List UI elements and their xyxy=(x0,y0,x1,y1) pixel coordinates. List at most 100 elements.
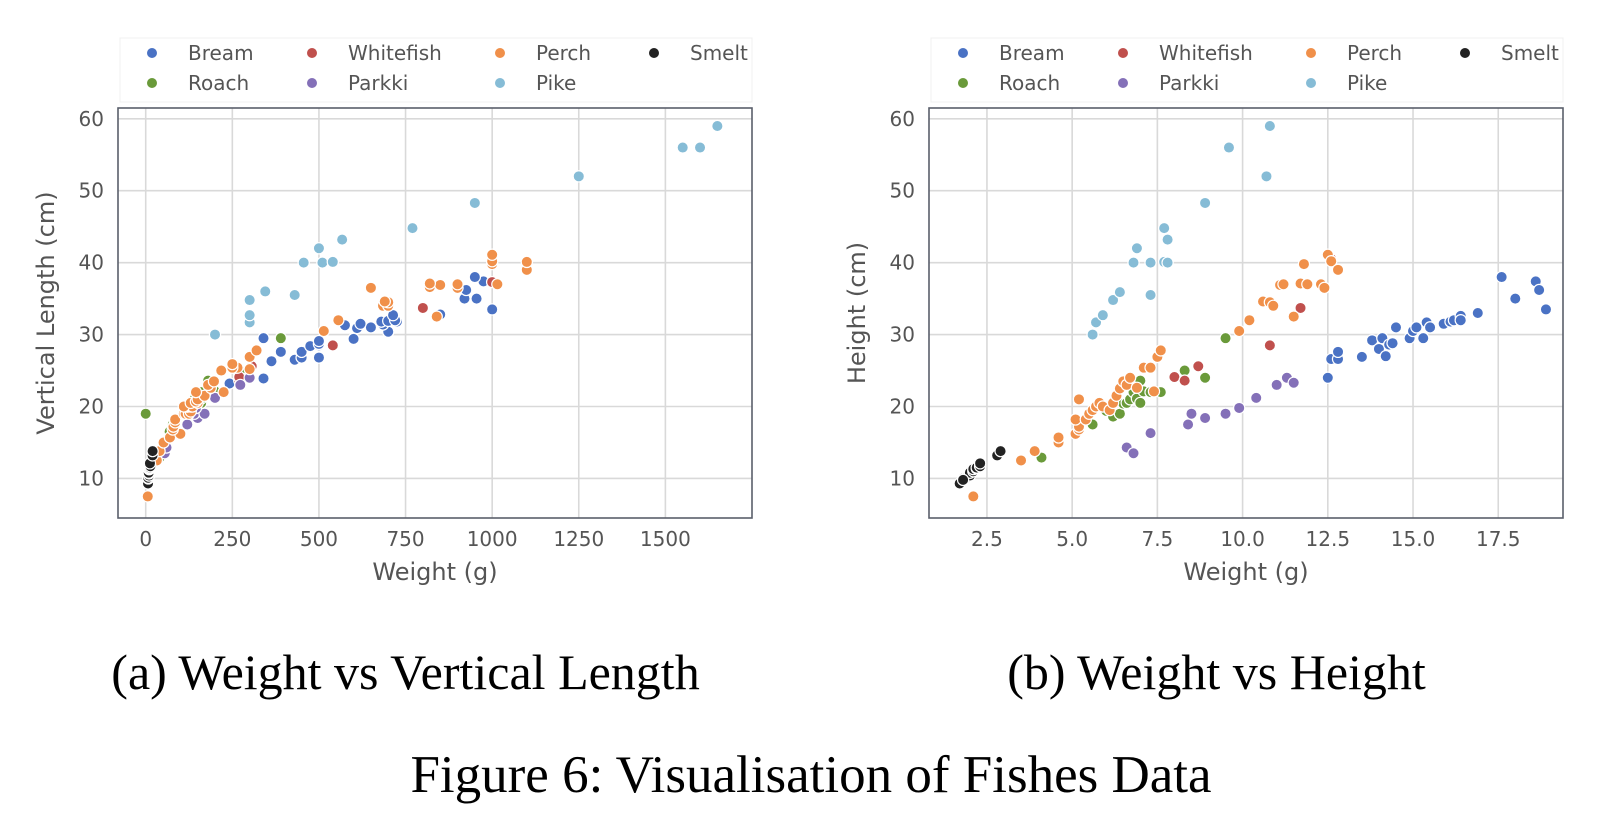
legend-marker-perch xyxy=(493,46,507,60)
data-point-perch xyxy=(243,362,256,376)
data-point-smelt xyxy=(146,444,159,458)
data-point-parkki xyxy=(1219,407,1232,420)
data-point-parkki xyxy=(198,407,211,420)
data-point-perch xyxy=(1318,281,1331,295)
data-point-pike xyxy=(208,328,222,341)
data-point-pike xyxy=(572,170,585,183)
series-perch xyxy=(141,248,534,503)
y-axis-label: Vertical Length (cm) xyxy=(32,191,60,434)
data-point-pike xyxy=(693,141,707,154)
data-point-pike xyxy=(1113,285,1127,299)
data-point-perch xyxy=(423,277,437,290)
data-point-bream xyxy=(274,345,288,359)
series-pike xyxy=(208,119,724,341)
data-point-pike xyxy=(288,288,301,302)
data-point-bream xyxy=(1495,270,1508,284)
data-point-parkki xyxy=(1270,378,1283,392)
legend-box xyxy=(930,37,1564,103)
figure-caption: Figure 6: Visualisation of Fishes Data xyxy=(410,746,1212,804)
x-tick-label: 10.0 xyxy=(1220,527,1265,551)
legend-marker-parkki xyxy=(305,76,319,90)
data-point-roach xyxy=(274,331,288,345)
data-point-perch xyxy=(215,364,228,377)
data-point-bream xyxy=(1454,313,1467,327)
data-point-pike xyxy=(326,255,339,269)
legend-marker-pike xyxy=(493,76,507,90)
data-point-pike xyxy=(468,196,482,210)
y-tick-label: 30 xyxy=(890,323,915,347)
data-point-perch xyxy=(451,278,464,291)
x-tick-label: 250 xyxy=(213,527,251,551)
data-point-pike xyxy=(1161,233,1174,246)
legend: Bream Whitefish Perch Smelt Roach Parkki Pike xyxy=(119,37,753,103)
legend-label-roach: Roach xyxy=(999,71,1060,95)
series-perch xyxy=(967,248,1345,503)
data-point-whitefish xyxy=(416,301,430,315)
x-tick-label: 0 xyxy=(139,527,152,551)
x-tick-label: 17.5 xyxy=(1476,527,1521,551)
data-point-bream xyxy=(1379,349,1392,363)
legend-label-bream: Bream xyxy=(999,41,1065,65)
data-point-smelt xyxy=(994,444,1007,458)
data-point-perch xyxy=(189,385,203,399)
data-point-perch xyxy=(1287,310,1300,323)
y-tick-label: 20 xyxy=(79,395,104,419)
data-point-pike xyxy=(243,293,256,307)
y-tick-label: 60 xyxy=(890,107,915,131)
data-point-perch xyxy=(1072,393,1086,406)
data-point-roach xyxy=(139,407,152,420)
data-point-perch xyxy=(1144,361,1157,374)
data-point-perch xyxy=(967,490,980,503)
data-point-pike xyxy=(297,256,310,269)
legend-label-parkki: Parkki xyxy=(348,71,408,95)
subfigure-caption-b: (b) Weight vs Height xyxy=(1007,644,1426,700)
data-point-parkki xyxy=(1181,418,1195,431)
data-point-bream xyxy=(1410,321,1423,334)
legend-label-whitefish: Whitefish xyxy=(348,41,442,65)
data-point-perch xyxy=(1028,444,1041,458)
data-point-whitefish xyxy=(1263,339,1277,352)
x-tick-label: 1500 xyxy=(640,527,691,551)
data-point-parkki xyxy=(234,378,247,392)
data-point-perch xyxy=(430,310,443,323)
data-point-pike xyxy=(1260,170,1273,183)
data-point-perch xyxy=(217,385,230,399)
legend-marker-pike xyxy=(1304,76,1318,90)
data-point-perch xyxy=(378,295,391,308)
legend-label-roach: Roach xyxy=(188,71,249,95)
y-tick-label: 20 xyxy=(890,395,915,419)
data-point-parkki xyxy=(1250,391,1263,405)
x-tick-label: 7.5 xyxy=(1141,527,1173,551)
y-tick-label: 10 xyxy=(890,466,915,490)
data-point-perch xyxy=(1147,385,1161,398)
data-point-perch xyxy=(207,375,221,388)
data-point-perch xyxy=(1014,454,1028,467)
data-point-bream xyxy=(257,372,270,385)
x-tick-label: 500 xyxy=(300,527,338,551)
legend-label-perch: Perch xyxy=(536,41,591,65)
x-tick-label: 750 xyxy=(386,527,424,551)
data-point-pike xyxy=(1086,328,1099,341)
legend-marker-roach xyxy=(145,76,159,90)
data-point-parkki xyxy=(1127,447,1140,460)
data-point-pike xyxy=(1144,288,1157,302)
legend-label-pike: Pike xyxy=(1347,71,1387,95)
data-point-perch xyxy=(1052,431,1065,444)
data-point-bream xyxy=(312,334,326,348)
plot-frame xyxy=(117,107,753,519)
series-smelt xyxy=(953,444,1007,490)
data-point-bream xyxy=(1471,306,1484,320)
data-point-perch xyxy=(141,490,154,503)
legend-label-perch: Perch xyxy=(1347,41,1402,65)
x-tick-label: 15.0 xyxy=(1391,527,1436,551)
data-point-bream xyxy=(347,332,360,346)
series-parkki xyxy=(1120,371,1300,460)
data-point-bream xyxy=(1355,350,1369,364)
data-point-perch xyxy=(1069,413,1082,426)
legend-marker-parkki xyxy=(1116,76,1130,90)
data-point-bream xyxy=(265,354,278,368)
data-point-pike xyxy=(1161,256,1174,269)
legend-box xyxy=(119,37,753,103)
data-point-parkki xyxy=(1232,401,1246,415)
data-point-perch xyxy=(1325,255,1338,268)
